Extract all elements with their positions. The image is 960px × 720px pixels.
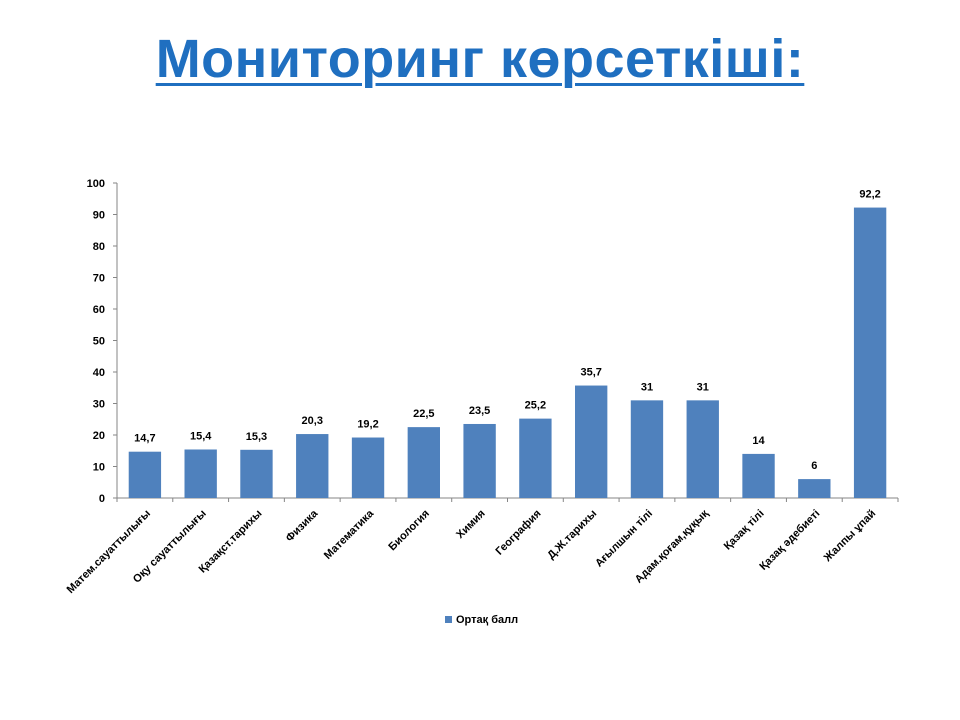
x-tick-label: Биология [386,508,432,554]
y-tick-label: 90 [93,210,105,222]
data-label: 31 [697,381,709,393]
x-tick-label: Математика [322,507,377,562]
bar [463,423,496,498]
data-label: 23,5 [469,405,490,417]
y-axis: 0 10 20 30 40 50 60 70 80 90 100 [87,178,118,505]
y-tick-label: 100 [87,178,105,190]
bar [519,418,552,498]
data-label: 19,2 [357,419,378,431]
x-tick-label: Химия [454,508,488,542]
bar [798,479,831,498]
bar [296,434,329,498]
bar [630,400,664,498]
data-label: 92,2 [859,189,880,201]
x-tick-label: Ағылшын тілі [593,508,655,570]
bar [351,437,385,498]
bar [742,453,775,498]
x-tick-label: География [493,508,543,558]
y-tick-label: 20 [93,430,105,442]
x-tick-label: Д.Ж.тарихы [545,508,599,562]
data-label: 15,3 [246,431,267,443]
data-label: 22,5 [413,408,434,420]
data-label: 15,4 [190,430,212,442]
y-tick-label: 70 [93,273,105,285]
x-tick-label: Қазақ әдебиеті [757,508,822,573]
y-tick-label: 80 [93,241,105,253]
legend-label: Ортақ балл [456,614,518,626]
y-tick-label: 50 [93,336,105,348]
bar [575,385,608,498]
bar [853,207,887,498]
data-label: 14,7 [134,433,155,445]
data-label: 35,7 [580,367,601,379]
bars: 14,7 15,4 15,3 20,3 19,2 22,5 23,5 25,2 35,7 31 31… [128,189,887,498]
data-label: 14 [752,435,765,447]
x-tick-label: Жалпы ұпай [821,508,878,565]
y-tick-label: 60 [93,304,105,316]
x-tick-label: Қазақ тілі [722,508,767,553]
y-tick-label: 40 [93,367,105,379]
data-label: 31 [641,381,653,393]
data-label: 20,3 [302,415,323,427]
bar [686,400,719,498]
y-tick-label: 30 [93,399,105,411]
x-tick-label: Физика [284,507,321,544]
slide-title: Мониторинг көрсеткіші: [155,29,805,89]
legend: Ортақ балл [445,614,518,626]
bar [240,449,273,498]
bar [407,427,440,498]
y-tick-label: 10 [93,462,105,474]
bar [128,451,162,498]
bar [184,449,217,498]
legend-swatch [445,616,452,623]
y-tick-label: 0 [99,493,105,505]
data-label: 6 [811,460,817,472]
data-label: 25,2 [525,400,546,412]
